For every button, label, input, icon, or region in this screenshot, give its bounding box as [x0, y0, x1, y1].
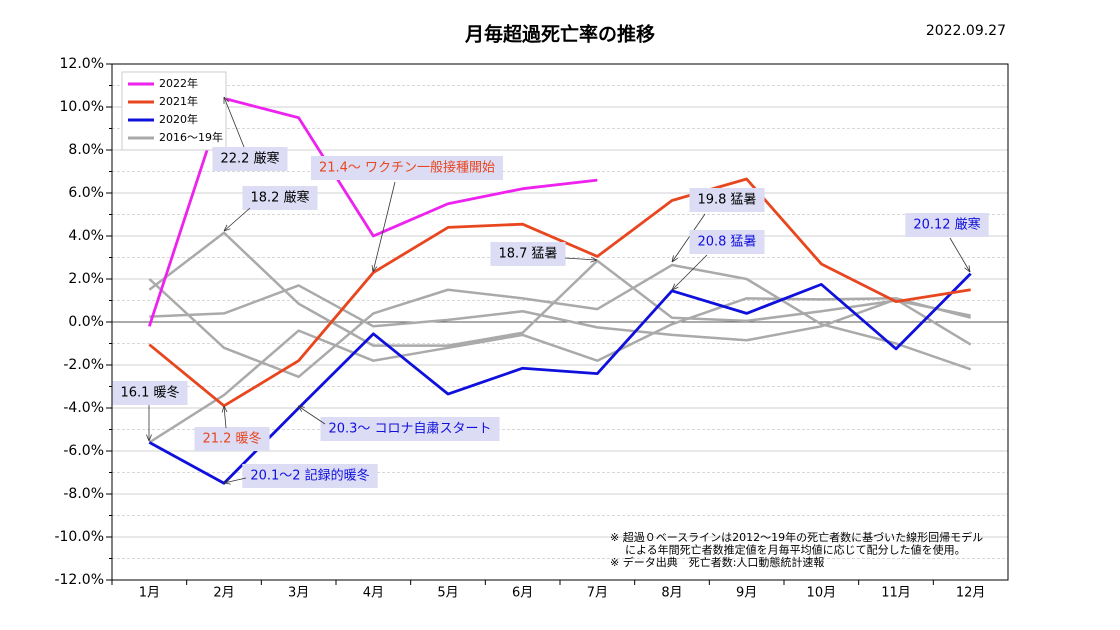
- x-tick-label: 4月: [363, 586, 384, 601]
- y-tick-label: 4.0%: [68, 228, 104, 244]
- annotation-arrow: [672, 213, 706, 262]
- x-tick-label: 6月: [512, 586, 533, 601]
- x-tick-label: 5月: [437, 586, 458, 601]
- x-tick-label: 8月: [661, 586, 682, 601]
- y-tick-label: -2.0%: [63, 357, 104, 373]
- y-tick-label: 0.0%: [68, 314, 104, 330]
- annotation-box: [689, 230, 765, 254]
- legend-label: 2020年: [159, 112, 198, 126]
- x-tick-label: 12月: [956, 586, 986, 601]
- y-tick-label: 8.0%: [68, 142, 104, 158]
- annotation: 20.12 厳寒: [905, 213, 989, 272]
- x-tick-label: 11月: [881, 586, 911, 601]
- annotation-text: 20.3～ コロナ自粛スタート: [328, 422, 491, 437]
- annotation-text: 20.8 猛暑: [697, 235, 756, 250]
- annotation: 20.8 猛暑: [672, 230, 765, 290]
- annotation-arrow: [672, 254, 708, 290]
- annotation: 20.1～2 記録的暖冬: [224, 464, 378, 488]
- footnote: による年間死亡者数推定値を月毎平均値に応じて配分した値を使用。: [625, 543, 966, 557]
- annotation-arrow: [224, 406, 226, 429]
- annotation-box: [310, 156, 504, 180]
- x-tick-label: 10月: [807, 586, 837, 601]
- legend-label: 2021年: [159, 94, 198, 108]
- y-tick-label: -8.0%: [63, 486, 104, 502]
- y-tick-label: 12.0%: [60, 56, 104, 72]
- y-tick-label: 2.0%: [68, 271, 104, 287]
- annotation: 21.2 暖冬: [194, 406, 270, 451]
- annotation-text: 16.1 暖冬: [120, 385, 179, 401]
- y-tick-label: -10.0%: [54, 529, 104, 545]
- legend: 2022年 2021年 2020年 2016～19年: [121, 71, 227, 151]
- date: 2022.09.27: [926, 23, 1006, 39]
- x-tick-label: 7月: [587, 586, 608, 601]
- annotation-arrow: [949, 237, 970, 272]
- series-line: [148, 231, 971, 347]
- annotation-text: 20.12 厳寒: [913, 217, 980, 233]
- annotation-text: 21.4～ ワクチン一般接種開始: [319, 160, 495, 176]
- footnote: ※ データ出典 死亡者数:人口動態統計速報: [610, 555, 824, 569]
- annotation-text: 21.2 暖冬: [202, 431, 261, 447]
- annotation: 22.2 厳寒: [212, 97, 288, 171]
- annotation-arrow: [564, 258, 597, 260]
- annotation-box: [242, 186, 318, 210]
- annotation-text: 19.8 猛暑: [697, 193, 756, 208]
- y-tick-label: -12.0%: [54, 572, 104, 588]
- chart-title: 月毎超過死亡率の推移: [464, 23, 655, 46]
- series-line: [149, 284, 972, 346]
- y-tick-label: 6.0%: [68, 185, 104, 201]
- annotation-text: 20.1～2 記録的暖冬: [250, 468, 369, 484]
- y-tick-label: 10.0%: [60, 99, 104, 115]
- annotation-box: [194, 427, 270, 451]
- annotation: 21.4～ ワクチン一般接種開始: [310, 156, 504, 272]
- legend-label: 2022年: [159, 76, 198, 90]
- annotation: 19.8 猛暑: [672, 188, 765, 262]
- annotation-arrow: [224, 97, 245, 148]
- annotation-box: [212, 147, 288, 171]
- footnote: ※ 超過０ベースラインは2012～19年の死亡者数に基づいた線形回帰モデル: [610, 530, 983, 544]
- annotation: 18.2 厳寒: [224, 186, 318, 231]
- annotation-arrow: [373, 181, 396, 272]
- x-tick-label: 1月: [139, 586, 160, 601]
- series-line: [148, 177, 971, 408]
- legend-label: 2016～19年: [159, 130, 223, 144]
- series-line: [148, 263, 972, 379]
- annotation-box: [490, 242, 566, 266]
- series-line: [148, 272, 972, 485]
- y-tick-label: -4.0%: [63, 400, 104, 416]
- annotation-arrow: [224, 477, 247, 483]
- annotation-arrow: [224, 207, 251, 231]
- annotation-box: [112, 381, 188, 405]
- annotation-text: 18.2 厳寒: [250, 190, 309, 206]
- annotation-arrow: [298, 406, 326, 425]
- annotation-box: [689, 188, 765, 212]
- series-line: [148, 297, 971, 444]
- annotation: 18.7 猛暑: [490, 242, 597, 266]
- annotation-text: 18.7 猛暑: [498, 247, 557, 262]
- x-tick-label: 3月: [288, 586, 309, 601]
- x-tick-label: 2月: [213, 586, 234, 601]
- annotation-box: [242, 464, 378, 488]
- annotation-box: [905, 213, 989, 237]
- y-tick-label: -6.0%: [63, 443, 104, 459]
- annotation: 16.1 暖冬: [112, 381, 188, 441]
- annotation: 20.3～ コロナ自粛スタート: [298, 406, 500, 441]
- annotation-box: [320, 417, 500, 441]
- x-tick-label: 9月: [736, 586, 757, 601]
- annotation-text: 22.2 厳寒: [220, 151, 279, 167]
